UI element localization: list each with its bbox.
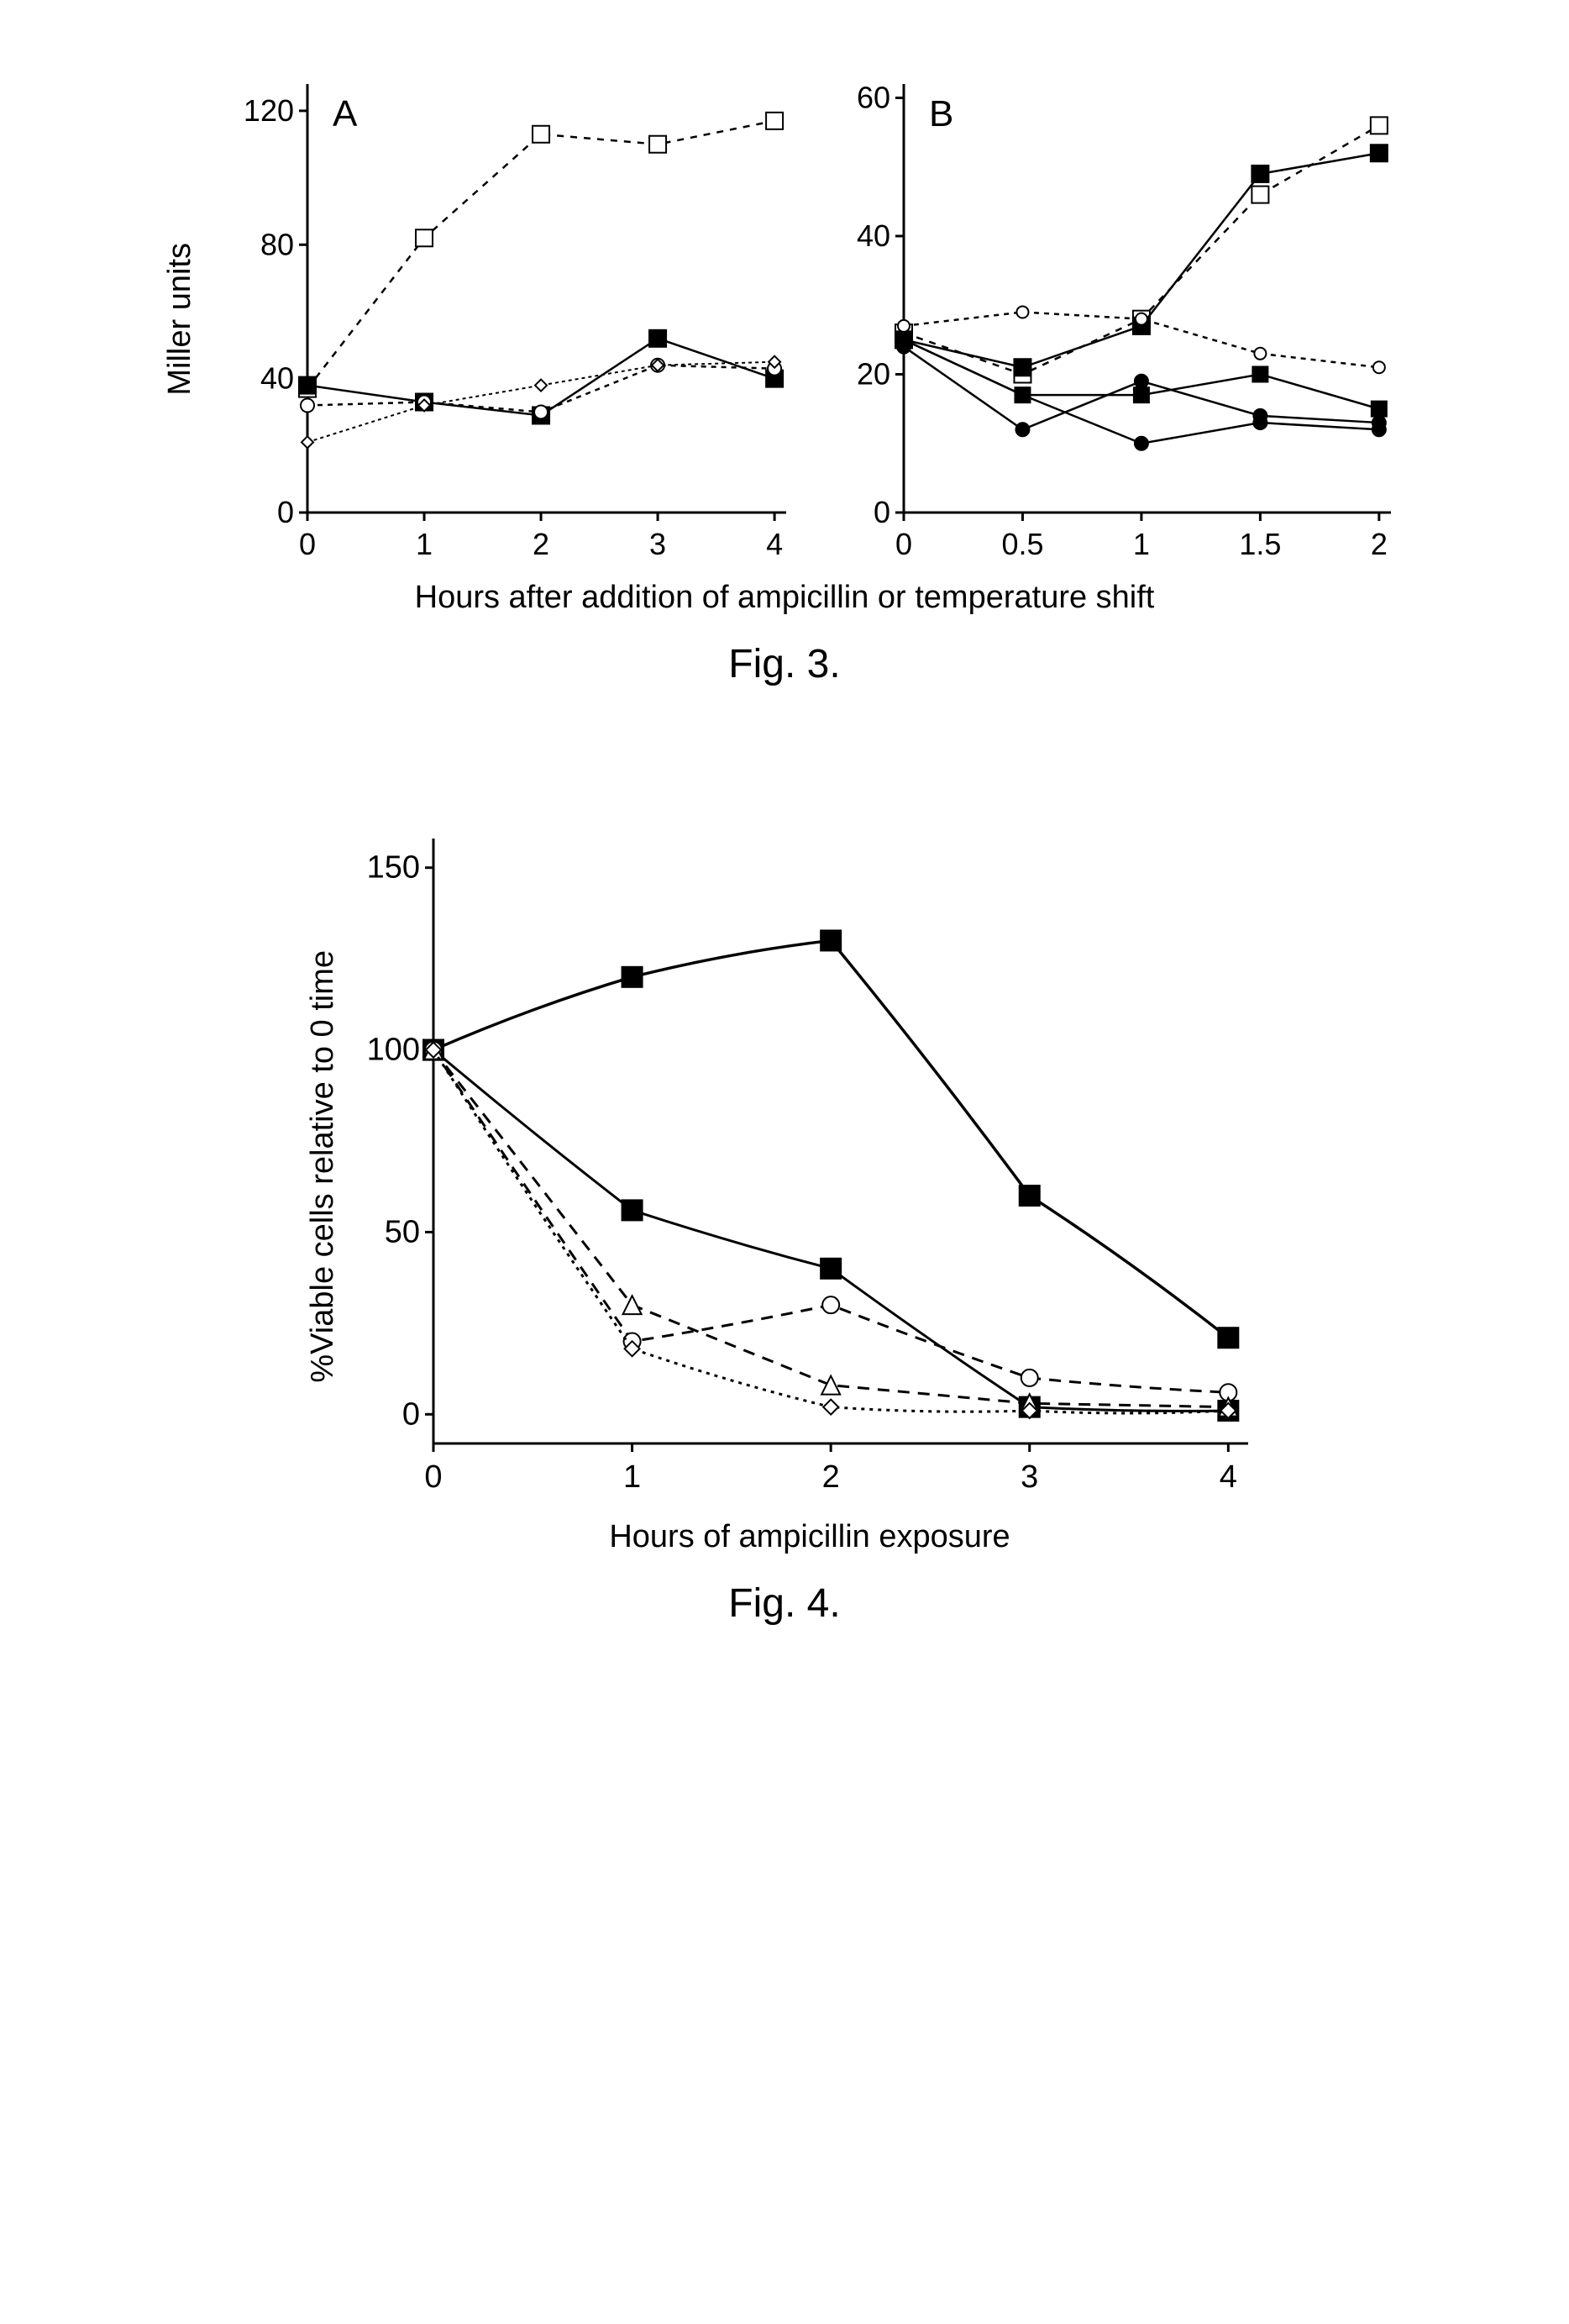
fig4-ylabel-wrap: %Viable cells relative to 0 time	[305, 822, 341, 1511]
svg-text:100: 100	[366, 1033, 419, 1068]
svg-text:1: 1	[416, 527, 433, 561]
svg-text:B: B	[929, 93, 953, 134]
fig3-panels-row: Miller units 0 40 80 120 0 1 2 3 4 A 0 20 40 60 0 0.5 1…	[71, 67, 1498, 571]
fig3-ylabel: Miller units	[162, 243, 198, 396]
svg-text:120: 120	[243, 93, 293, 128]
fig3-panel-a-chart: 0 40 80 120 0 1 2 3 4 A	[232, 67, 803, 571]
fig3-panel-b-wrap: 0 20 40 60 0 0.5 1 1.5 2 B	[837, 67, 1408, 571]
fig3-ylabel-wrap: Miller units	[162, 67, 198, 571]
fig3-panel-a-wrap: 0 40 80 120 0 1 2 3 4 A	[232, 67, 803, 571]
svg-text:40: 40	[260, 361, 293, 396]
fig4-xlabel: Hours of ampicillin exposure	[609, 1519, 1010, 1555]
svg-text:4: 4	[766, 527, 783, 561]
svg-text:40: 40	[856, 218, 889, 253]
svg-text:A: A	[333, 93, 358, 134]
svg-text:3: 3	[649, 527, 666, 561]
svg-text:2: 2	[533, 527, 549, 561]
svg-text:0: 0	[298, 527, 315, 561]
svg-text:0: 0	[895, 527, 911, 561]
svg-text:1: 1	[1132, 527, 1149, 561]
fig4-ylabel: %Viable cells relative to 0 time	[305, 950, 341, 1383]
svg-text:80: 80	[260, 227, 293, 261]
svg-text:1: 1	[623, 1459, 641, 1495]
svg-text:4: 4	[1219, 1459, 1236, 1495]
figure-3: Miller units 0 40 80 120 0 1 2 3 4 A 0 20 40 60 0 0.5 1…	[71, 67, 1498, 687]
fig3-xlabel: Hours after addition of ampicillin or te…	[71, 580, 1498, 616]
svg-text:3: 3	[1021, 1459, 1038, 1495]
figure-4: %Viable cells relative to 0 time 0 50 100 1…	[71, 822, 1498, 1660]
svg-text:2: 2	[821, 1459, 839, 1495]
svg-text:2: 2	[1370, 527, 1387, 561]
svg-text:0: 0	[401, 1396, 419, 1432]
svg-text:0.5: 0.5	[1001, 527, 1043, 561]
svg-text:1.5: 1.5	[1239, 527, 1281, 561]
fig4-chart: 0 50 100 150 0 1 2 3 4	[341, 822, 1265, 1511]
svg-text:150: 150	[366, 850, 419, 886]
svg-text:0: 0	[276, 495, 293, 529]
svg-text:0: 0	[873, 495, 889, 529]
svg-text:50: 50	[384, 1214, 419, 1249]
fig3-panel-b-chart: 0 20 40 60 0 0.5 1 1.5 2 B	[837, 67, 1408, 571]
svg-text:60: 60	[856, 80, 889, 114]
svg-text:0: 0	[424, 1459, 442, 1495]
svg-text:20: 20	[856, 356, 889, 391]
fig3-caption: Fig. 3.	[71, 641, 1498, 687]
fig4-caption: Fig. 4.	[728, 1580, 840, 1627]
